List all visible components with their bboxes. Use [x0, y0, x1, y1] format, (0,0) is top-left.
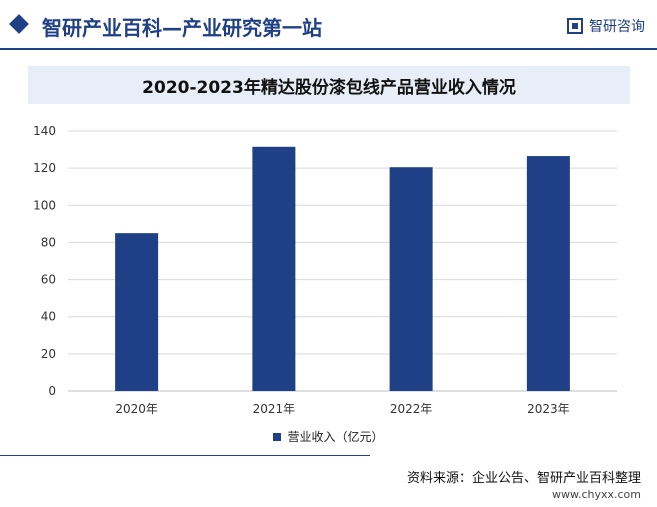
logo-icon: [567, 18, 583, 34]
y-tick-label: 140: [33, 124, 56, 138]
x-tick-label: 2021年: [253, 402, 296, 416]
x-tick-label: 2023年: [527, 402, 570, 416]
source-note: 资料来源：企业公告、智研产业百科整理: [406, 471, 641, 486]
chart-title: 2020-2023年精达股份漆包线产品营业收入情况: [142, 77, 516, 98]
brand-logo: 智研咨询: [567, 16, 645, 36]
bar: [115, 233, 159, 391]
y-tick-label: 120: [33, 161, 56, 175]
logo-text: 智研咨询: [589, 19, 645, 35]
y-tick-label: 20: [41, 347, 56, 361]
y-tick-label: 80: [41, 235, 56, 249]
source-url: www.chyxx.com: [551, 488, 641, 501]
x-tick-label: 2022年: [390, 402, 433, 416]
x-tick-label: 2020年: [115, 402, 158, 416]
header-divider: [0, 48, 657, 50]
bar: [252, 146, 296, 391]
legend-label: 营业收入（亿元）: [287, 430, 384, 444]
y-tick-label: 40: [41, 310, 56, 324]
y-tick-label: 60: [41, 273, 56, 287]
chart-legend: 营业收入（亿元）: [0, 428, 657, 445]
legend-swatch: [273, 432, 282, 441]
footer-divider: [0, 455, 370, 456]
bar: [526, 156, 570, 391]
bar: [389, 167, 433, 391]
site-title: 智研产业百科—产业研究第一站: [42, 16, 322, 40]
y-tick-label: 0: [48, 384, 56, 398]
y-tick-label: 100: [33, 198, 56, 212]
header-bar: 智研产业百科—产业研究第一站 智研咨询: [0, 0, 657, 50]
chart-title-band: 2020-2023年精达股份漆包线产品营业收入情况: [28, 66, 630, 104]
